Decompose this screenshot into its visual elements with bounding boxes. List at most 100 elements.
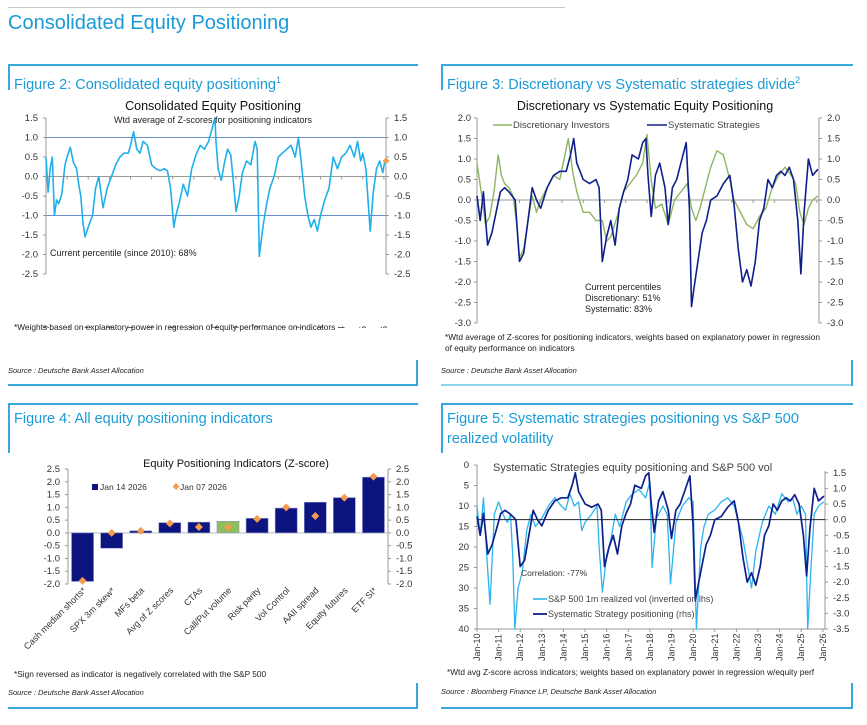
bar <box>274 507 298 534</box>
x-tick-label: Jan-16 <box>168 326 178 328</box>
x-tick-label: Jan-11 <box>62 326 72 328</box>
x-tick-label: Jan-24 <box>337 326 347 328</box>
x-tick-label: Jan-14 <box>558 633 568 661</box>
x-category-label: CTAs <box>182 585 205 608</box>
top-rule <box>8 7 565 8</box>
chart-annotation-line: Systematic: 83% <box>585 304 652 314</box>
point-marker <box>369 472 378 481</box>
point-marker <box>282 503 291 512</box>
panel-bottom-border <box>441 707 853 709</box>
figure-source: Source : Deutsche Bank Asset Allocation <box>8 366 144 375</box>
panel-left-border <box>8 64 10 90</box>
latest-point-marker <box>382 157 390 165</box>
y-tick-label: -1.5 <box>455 257 471 268</box>
y2-tick-label: -2.5 <box>394 269 410 280</box>
y2-tick-label: -2.0 <box>396 579 412 590</box>
y-tick-label: 0.0 <box>47 528 60 539</box>
panel-left-border <box>441 64 443 90</box>
figure-note: *Sign reversed as indicator is negativel… <box>14 669 267 679</box>
y2-tick-label: 1.0 <box>833 483 846 494</box>
y-tick-label: 1.5 <box>47 490 60 501</box>
y2-tick-label: 0.5 <box>394 152 407 163</box>
chart-title: Discretionary vs Systematic Equity Posit… <box>517 99 773 113</box>
y2-tick-label: -1.5 <box>827 257 843 268</box>
y-tick-label: 1.0 <box>47 502 60 513</box>
x-tick-label: Jan-21 <box>273 326 283 328</box>
y2-tick-label: 1.5 <box>394 113 407 124</box>
chart-annotation-line: Current percentiles <box>585 282 662 292</box>
x-tick-label: Jan-16 <box>602 633 612 661</box>
y-tick-label: 1.0 <box>458 154 471 165</box>
panel-bottom-border <box>441 384 853 386</box>
panel-bottom-border <box>8 384 418 386</box>
y-tick-label: 2.0 <box>47 477 60 488</box>
y-tick-label: -0.5 <box>22 191 38 202</box>
x-tick-label: Jan-12 <box>515 633 525 661</box>
series-line-consolidated <box>45 117 386 258</box>
x-tick-label: Jan-20 <box>688 633 698 661</box>
y2-tick-label: 2.5 <box>396 464 409 475</box>
figure-5-chart: 0 5 10 15 20 25 30 35 40 -3.5 -3.0 -2.5 -2.0 -1.5 -1.0… <box>458 460 849 661</box>
x-tick-label: Jan-23 <box>753 633 763 661</box>
figure-source: Source : Bloomberg Finance LP, Deutsche … <box>441 687 657 696</box>
x-tick-label: Jan-22 <box>731 633 741 661</box>
y2-tick-label: -1.5 <box>396 566 412 577</box>
chart-title: Equity Positioning Indicators (Z-score) <box>143 458 329 470</box>
x-tick-label: Jan-18 <box>210 326 220 328</box>
y-tick-label: 10 <box>458 501 469 512</box>
y2-tick-label: -2.0 <box>833 577 849 588</box>
panel-top-border <box>441 403 853 405</box>
point-marker <box>78 576 87 585</box>
y-tick-label: 30 <box>458 583 469 594</box>
y2-tick-label: -0.5 <box>827 216 843 227</box>
y-tick-label: -2.5 <box>22 269 38 280</box>
panel-right-border <box>416 683 418 709</box>
y2-tick-label: -2.5 <box>833 593 849 604</box>
y2-tick-label: -2.0 <box>827 277 843 288</box>
panel-top-border <box>8 403 418 405</box>
panel-right-border <box>416 360 418 386</box>
x-tick-label: Jan-17 <box>189 326 199 328</box>
y-tick-label: -1.0 <box>22 211 38 222</box>
y2-tick-label: 0.0 <box>833 515 846 526</box>
y2-tick-label: -0.5 <box>394 191 410 202</box>
series-line-systematic <box>476 137 819 308</box>
x-tick-label: Jan-23 <box>316 326 326 328</box>
series-line-realized-vol <box>476 480 825 630</box>
y-tick-label: 0.5 <box>47 515 60 526</box>
panel-right-border <box>851 360 853 386</box>
figure-title: Figure 2: Consolidated equity positionin… <box>14 75 281 93</box>
panel-right-border <box>851 683 853 709</box>
y2-tick-label: -1.5 <box>833 562 849 573</box>
figure-title: Figure 3: Discretionary vs Systematic st… <box>447 75 801 93</box>
y2-tick-label: 0.0 <box>396 528 409 539</box>
y2-tick-label: -1.0 <box>396 553 412 564</box>
y2-tick-label: 0.5 <box>827 175 840 186</box>
panel-left-border <box>8 403 10 453</box>
panel-left-border <box>441 403 443 453</box>
y-tick-label: 0.0 <box>25 172 38 183</box>
y-tick-label: -1.0 <box>44 553 60 564</box>
y2-tick-label: -3.0 <box>827 318 843 329</box>
panel-top-border <box>441 64 853 66</box>
y2-tick-label: 2.0 <box>827 113 840 124</box>
x-tick-label: Jan-19 <box>231 326 241 328</box>
figure-source: Source : Deutsche Bank Asset Allocation <box>8 688 144 697</box>
x-tick-label: Jan-18 <box>645 633 655 661</box>
point-marker <box>340 493 349 502</box>
y2-tick-label: -1.0 <box>394 211 410 222</box>
figure-note: *Wtd avg Z-score across indicators; weig… <box>447 667 815 677</box>
x-tick-label: Jan-19 <box>667 633 677 661</box>
y-tick-label: 15 <box>458 522 469 533</box>
point-marker <box>107 528 116 537</box>
x-tick-label: Jan-14 <box>125 326 135 328</box>
y2-tick-label: 0.0 <box>394 172 407 183</box>
y-tick-label: -0.5 <box>44 541 60 552</box>
chart-annotation: Current percentile (since 2010): 68% <box>50 248 197 258</box>
x-tick-label: Jan-22 <box>294 326 304 328</box>
y2-tick-label: 2.0 <box>396 477 409 488</box>
panel-top-border <box>8 64 418 66</box>
y-tick-label: 5 <box>464 481 469 492</box>
x-category-label: ETF SI* <box>350 585 380 615</box>
y2-tick-label: 1.5 <box>833 468 846 479</box>
